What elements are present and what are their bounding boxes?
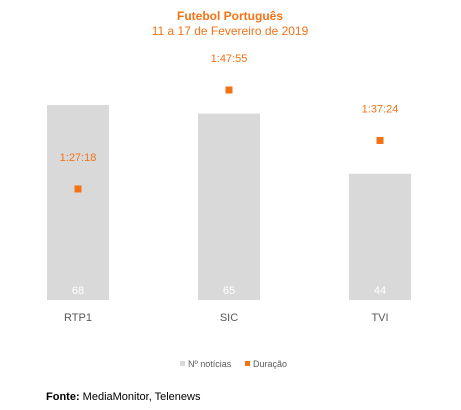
legend: Nº notícias Duração [180,359,287,369]
category-label-tvi: TVI [371,312,388,324]
duration-label: 1:37:24 [362,103,399,115]
category-label-rtp1: RTP1 [64,312,92,324]
legend-label-duracao: Duração [253,359,287,369]
category-label-sic: SIC [220,312,238,324]
bar-value-label: 65 [223,285,235,297]
source-text: MediaMonitor, Telenews [79,391,201,403]
bar-rtp1 [47,105,109,300]
chart-subtitle: 11 a 17 de Fevereiro de 2019 [152,24,309,38]
legend-label-noticias: Nº notícias [188,359,232,369]
duration-point-rtp1 [74,185,82,193]
legend-swatch-noticias [180,361,185,366]
duration-point-tvi [376,136,384,144]
plot-area: 68 RTP1 1:27:18 65 SIC 1:47:55 44 TVI 1:37:24 [47,53,411,324]
bar-tvi [349,173,411,300]
legend-swatch-duracao [245,361,250,366]
source-label: Fonte: [46,391,80,403]
bar-value-label: 44 [374,285,386,297]
source-note: Fonte: MediaMonitor, Telenews [46,391,200,403]
bar-sic [198,113,260,301]
duration-point-sic [225,86,233,94]
chart-title: Futebol Português [177,9,283,23]
bar-value-label: 68 [72,285,84,297]
chart-area: Futebol Português 11 a 17 de Fevereiro d… [47,9,411,369]
duration-label: 1:47:55 [211,53,248,65]
duration-label: 1:27:18 [60,152,97,164]
